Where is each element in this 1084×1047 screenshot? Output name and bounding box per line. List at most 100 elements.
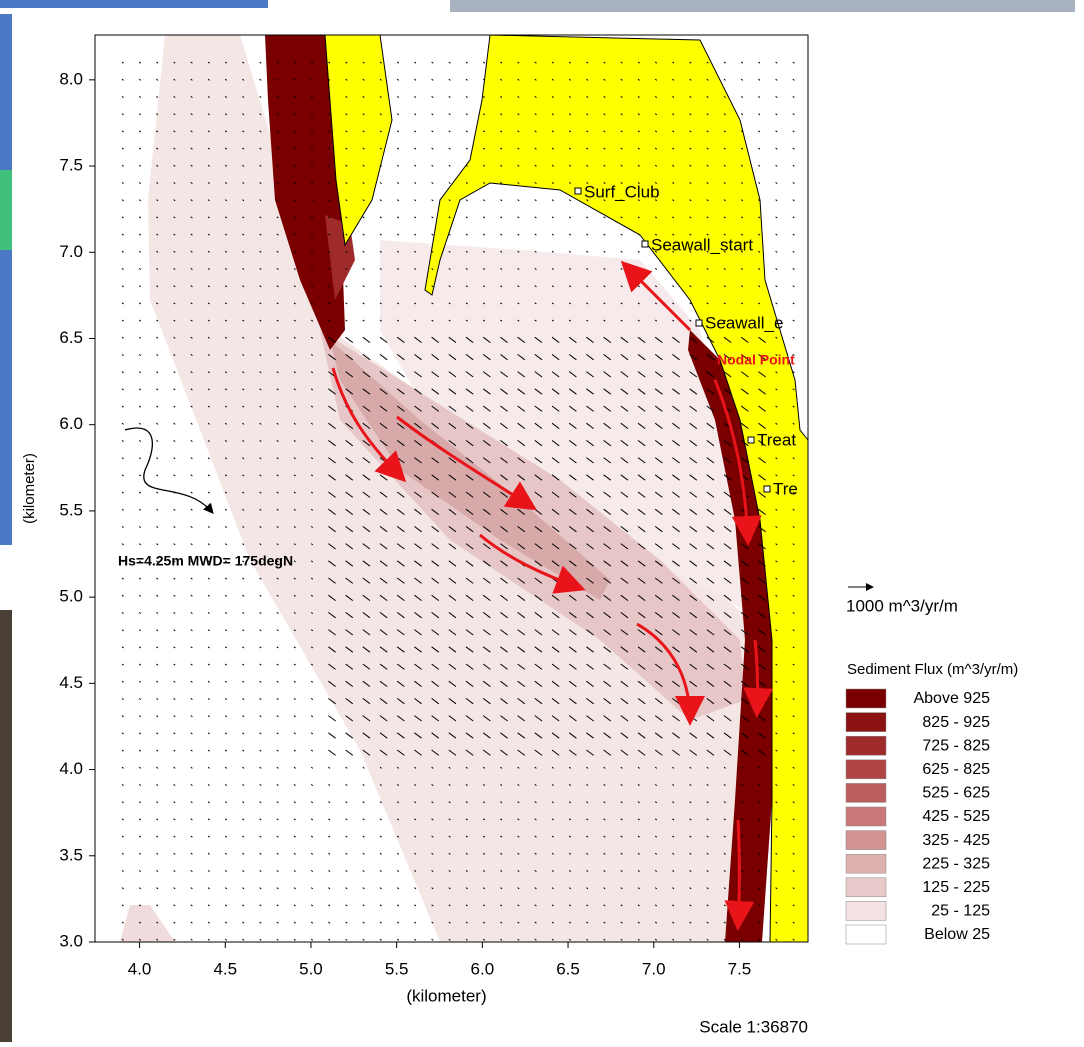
flux-vector bbox=[672, 302, 675, 305]
flux-vector bbox=[156, 130, 159, 133]
flux-vector bbox=[603, 474, 612, 481]
flux-vector bbox=[362, 267, 365, 271]
flow-arrow bbox=[331, 367, 407, 483]
flux-vector bbox=[654, 113, 658, 116]
flux-vector bbox=[190, 422, 193, 425]
flux-vector bbox=[156, 371, 159, 374]
flux-vector bbox=[689, 526, 698, 533]
flux-vector bbox=[654, 818, 658, 821]
flux-vector bbox=[396, 199, 400, 202]
flux-vector bbox=[792, 732, 795, 735]
flux-vector bbox=[775, 732, 778, 735]
flux-vector bbox=[586, 439, 594, 447]
flux-vector bbox=[517, 457, 526, 464]
flux-vector bbox=[138, 646, 142, 649]
flux-vector bbox=[568, 818, 572, 821]
flux-vector bbox=[121, 319, 124, 322]
flux-vector bbox=[138, 560, 142, 563]
flux-vector bbox=[500, 353, 508, 361]
flux-vector bbox=[156, 749, 159, 752]
flux-vector bbox=[242, 78, 245, 81]
flux-vector bbox=[637, 474, 646, 481]
flux-vector bbox=[310, 526, 314, 528]
flux-vector bbox=[276, 164, 279, 167]
flux-vector bbox=[620, 732, 629, 739]
flux-vector bbox=[465, 61, 468, 64]
flux-vector bbox=[414, 938, 417, 941]
flux-vector bbox=[448, 164, 451, 167]
flux-vector bbox=[396, 835, 400, 838]
flux-vector bbox=[362, 216, 365, 219]
flux-vector bbox=[259, 594, 262, 597]
flux-vector bbox=[431, 629, 440, 636]
flux-vector bbox=[310, 680, 314, 683]
flux-vector bbox=[396, 61, 400, 64]
flux-vector bbox=[637, 147, 640, 150]
flux-vector bbox=[310, 852, 314, 855]
flux-vector bbox=[207, 61, 210, 64]
flux-vector bbox=[207, 904, 210, 907]
flux-vector bbox=[138, 870, 142, 872]
flux-vector bbox=[758, 646, 766, 653]
flux-vector bbox=[173, 870, 176, 872]
flux-vector bbox=[637, 250, 640, 253]
flux-vector bbox=[568, 285, 572, 288]
flux-vector bbox=[620, 250, 623, 253]
flux-vector bbox=[758, 801, 761, 804]
flux-vector bbox=[207, 130, 210, 133]
flux-vector bbox=[792, 388, 795, 391]
flux-vector bbox=[534, 904, 537, 907]
flux-vector bbox=[345, 852, 348, 855]
flux-vector bbox=[310, 887, 314, 890]
flux-vector bbox=[740, 302, 744, 305]
flux-vector bbox=[568, 474, 577, 481]
flux-vector bbox=[689, 887, 692, 890]
flux-vector bbox=[362, 302, 365, 305]
flux-vector bbox=[517, 801, 520, 804]
flux-vector bbox=[603, 457, 612, 464]
flux-vector bbox=[603, 130, 606, 133]
flux-vector bbox=[568, 371, 577, 378]
flux-vector bbox=[586, 577, 594, 584]
flux-vector bbox=[689, 388, 698, 395]
flux-vector bbox=[328, 113, 331, 116]
flux-vector bbox=[448, 526, 457, 533]
flux-vector bbox=[448, 388, 457, 395]
flux-vector bbox=[723, 78, 726, 81]
flux-vector bbox=[379, 336, 388, 344]
flux-vector bbox=[758, 749, 766, 756]
flux-vector bbox=[654, 715, 663, 722]
flux-vector bbox=[431, 388, 440, 395]
flux-vector bbox=[637, 784, 640, 786]
flux-vector bbox=[396, 388, 405, 395]
flux-vector bbox=[620, 715, 629, 722]
flux-vector bbox=[465, 715, 474, 722]
flux-vector bbox=[173, 560, 176, 563]
flux-vector bbox=[448, 818, 451, 821]
flux-vector bbox=[328, 491, 336, 498]
flux-vector bbox=[775, 698, 778, 700]
flux-vector bbox=[448, 921, 451, 924]
flux-vector bbox=[362, 233, 365, 236]
flux-vector bbox=[138, 302, 142, 305]
flux-vector bbox=[310, 801, 314, 804]
flux-vector bbox=[603, 852, 606, 855]
flux-vector bbox=[637, 887, 640, 890]
flux-vector bbox=[534, 353, 543, 361]
flux-vector bbox=[758, 216, 761, 219]
flux-vector bbox=[792, 147, 795, 150]
flux-vector bbox=[345, 302, 348, 305]
flux-vector bbox=[517, 543, 526, 550]
legend-label: 625 - 825 bbox=[922, 761, 990, 778]
flux-vector bbox=[448, 147, 451, 150]
flux-vector bbox=[500, 784, 503, 786]
flux-vector bbox=[379, 371, 388, 378]
flux-vector bbox=[414, 646, 422, 653]
flux-vector bbox=[654, 181, 658, 185]
flux-vector bbox=[482, 921, 486, 924]
flux-vector bbox=[310, 629, 314, 632]
flux-vector bbox=[138, 835, 142, 838]
flux-vector bbox=[242, 835, 245, 838]
flux-vector bbox=[534, 594, 543, 601]
flux-vector bbox=[740, 766, 744, 769]
